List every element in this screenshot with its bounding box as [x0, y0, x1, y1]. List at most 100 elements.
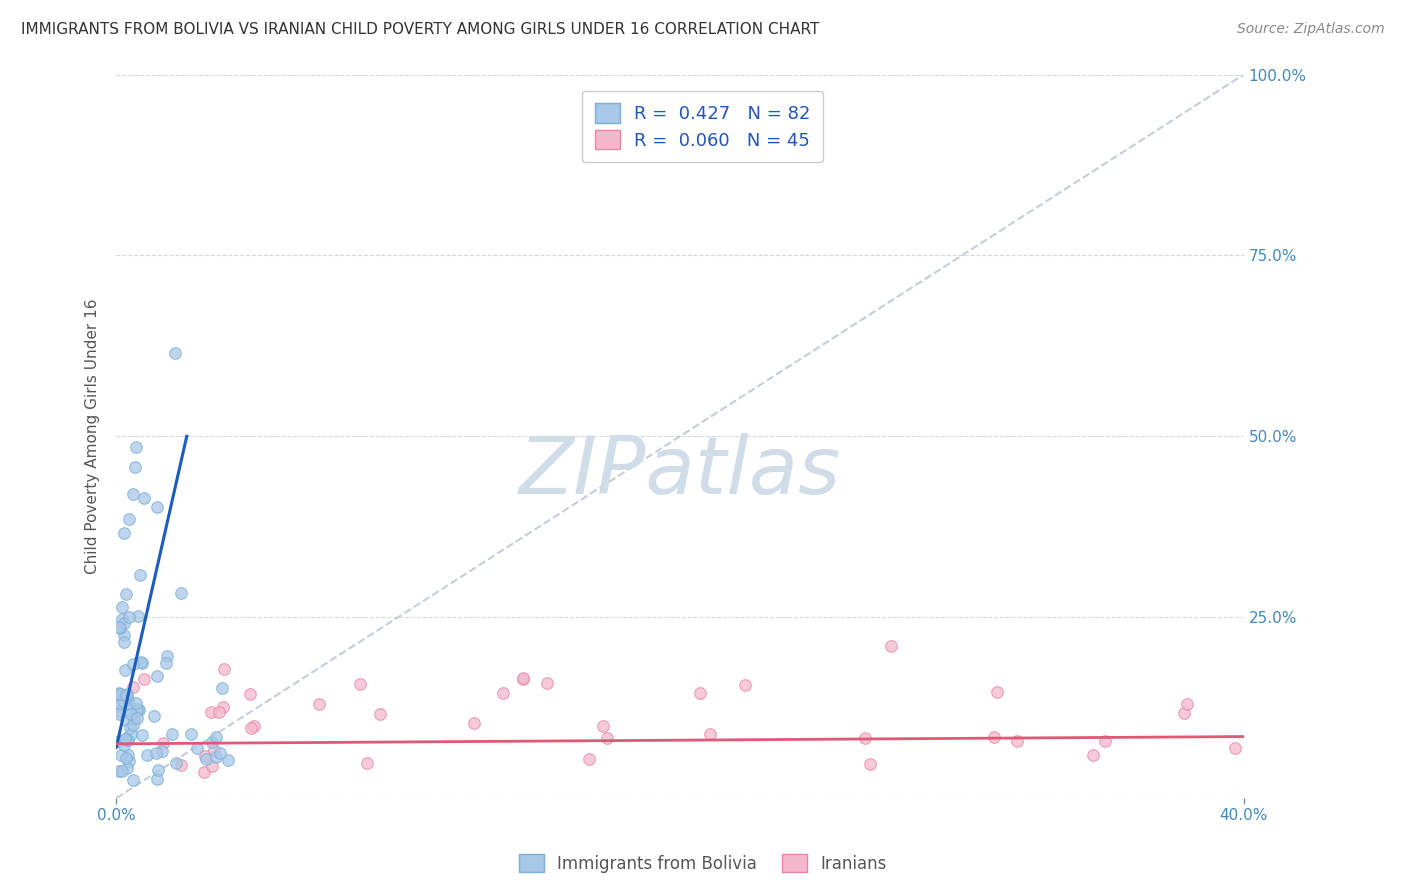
Point: [209, 746, 232, 760]
Point: [117, 693, 139, 707]
Text: ZIPatlas: ZIPatlas: [519, 434, 841, 511]
Point: [193, 765, 215, 780]
Point: [114, 688, 136, 702]
Point: [1225, 740, 1247, 755]
Point: [308, 697, 330, 711]
Point: [121, 701, 143, 715]
Point: [132, 491, 155, 505]
Point: [212, 700, 235, 714]
Point: [146, 669, 169, 683]
Point: [146, 772, 169, 786]
Point: [129, 655, 152, 669]
Legend: Immigrants from Bolivia, Iranians: Immigrants from Bolivia, Iranians: [512, 847, 894, 880]
Point: [127, 701, 149, 715]
Point: [121, 657, 143, 671]
Point: [114, 750, 136, 764]
Point: [114, 732, 136, 747]
Point: [108, 620, 131, 634]
Point: [512, 672, 534, 686]
Point: [117, 687, 139, 701]
Point: [536, 676, 558, 690]
Point: [114, 663, 136, 677]
Point: [205, 749, 228, 764]
Point: [1081, 748, 1104, 763]
Point: [124, 712, 146, 726]
Point: [112, 628, 135, 642]
Point: [134, 672, 156, 686]
Point: [108, 706, 131, 721]
Point: [118, 610, 141, 624]
Point: [201, 759, 224, 773]
Point: [734, 678, 756, 692]
Point: [202, 742, 225, 756]
Point: [115, 761, 138, 775]
Point: [120, 706, 142, 721]
Point: [160, 727, 183, 741]
Point: [110, 600, 132, 615]
Point: [155, 657, 177, 671]
Point: [125, 696, 148, 710]
Point: [108, 688, 131, 702]
Point: [115, 733, 138, 747]
Point: [170, 758, 193, 772]
Point: [242, 719, 264, 733]
Point: [127, 703, 149, 717]
Point: [122, 681, 145, 695]
Point: [194, 748, 217, 763]
Point: [117, 733, 139, 747]
Point: [118, 697, 141, 711]
Point: [115, 731, 138, 745]
Point: [122, 772, 145, 787]
Point: [578, 752, 600, 766]
Point: [200, 705, 222, 719]
Point: [145, 746, 167, 760]
Point: [368, 707, 391, 722]
Text: Source: ZipAtlas.com: Source: ZipAtlas.com: [1237, 22, 1385, 37]
Point: [156, 649, 179, 664]
Point: [122, 487, 145, 501]
Point: [111, 764, 134, 778]
Point: [1173, 706, 1195, 721]
Point: [127, 711, 149, 725]
Point: [128, 568, 150, 582]
Point: [110, 621, 132, 635]
Point: [152, 736, 174, 750]
Point: [108, 734, 131, 748]
Point: [592, 719, 614, 733]
Point: [111, 694, 134, 708]
Point: [205, 731, 228, 745]
Point: [108, 687, 131, 701]
Point: [1007, 733, 1029, 747]
Point: [112, 526, 135, 541]
Point: [186, 740, 208, 755]
Point: [208, 705, 231, 719]
Point: [112, 738, 135, 752]
Point: [165, 346, 187, 360]
Point: [120, 727, 142, 741]
Legend: R =  0.427   N = 82, R =  0.060   N = 45: R = 0.427 N = 82, R = 0.060 N = 45: [582, 91, 824, 162]
Y-axis label: Child Poverty Among Girls Under 16: Child Poverty Among Girls Under 16: [86, 299, 100, 574]
Point: [983, 730, 1005, 744]
Point: [492, 686, 515, 700]
Point: [165, 756, 187, 770]
Point: [108, 698, 131, 712]
Point: [124, 440, 146, 454]
Point: [108, 686, 131, 700]
Point: [115, 587, 138, 601]
Point: [239, 687, 262, 701]
Point: [170, 586, 193, 600]
Point: [689, 686, 711, 700]
Point: [131, 656, 153, 670]
Point: [214, 662, 236, 676]
Point: [859, 756, 882, 771]
Text: IMMIGRANTS FROM BOLIVIA VS IRANIAN CHILD POVERTY AMONG GIRLS UNDER 16 CORRELATIO: IMMIGRANTS FROM BOLIVIA VS IRANIAN CHILD…: [21, 22, 820, 37]
Point: [880, 639, 903, 653]
Point: [108, 704, 131, 718]
Point: [699, 727, 721, 741]
Point: [124, 460, 146, 475]
Point: [122, 718, 145, 732]
Point: [146, 500, 169, 515]
Point: [201, 735, 224, 749]
Point: [115, 713, 138, 727]
Point: [986, 685, 1008, 699]
